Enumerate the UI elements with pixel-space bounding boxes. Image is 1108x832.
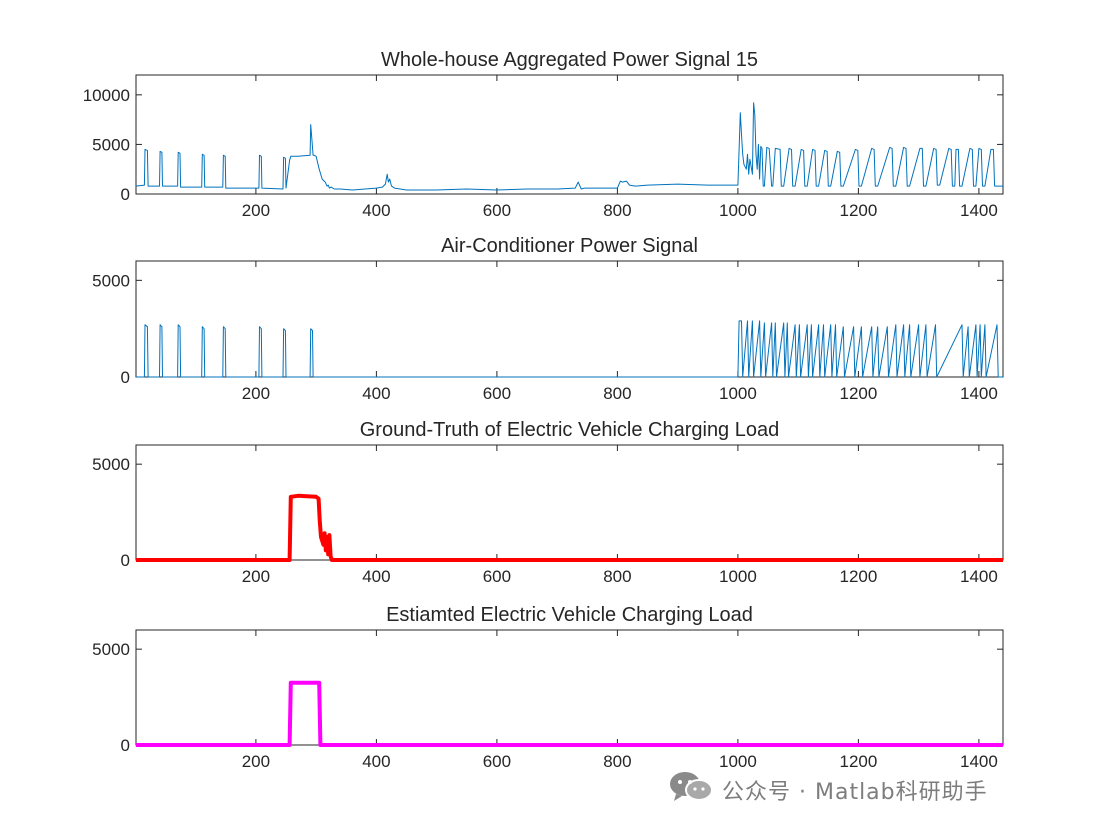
subplot-2: Air-Conditioner Power Signal 200 400 600 800… — [92, 235, 1004, 403]
x-tick-label: 200 — [242, 384, 270, 403]
y-tick-label: 5000 — [92, 135, 130, 154]
x-tick-label: 1000 — [719, 201, 757, 220]
x-tick-label: 800 — [603, 752, 631, 771]
y-tick-label: 10000 — [83, 86, 130, 105]
x-tick-label: 200 — [242, 752, 270, 771]
x-tick-label: 600 — [483, 384, 511, 403]
x-tick-label: 1200 — [839, 567, 877, 586]
y-tick-label: 0 — [121, 551, 130, 570]
x-tick-label: 1200 — [839, 201, 877, 220]
axes-box — [135, 629, 1004, 746]
y-tick-label: 0 — [121, 368, 130, 387]
y-tick-label: 5000 — [92, 455, 130, 474]
x-tick-label: 800 — [603, 567, 631, 586]
wechat-icon — [668, 770, 714, 810]
series-line — [136, 680, 1003, 747]
x-tick-label: 600 — [483, 567, 511, 586]
series-line — [136, 493, 1003, 562]
y-tick-label: 5000 — [92, 271, 130, 290]
series-line — [136, 320, 1003, 378]
x-tick-label: 200 — [242, 567, 270, 586]
x-tick-label: 1000 — [719, 752, 757, 771]
x-tick-label: 400 — [362, 384, 390, 403]
subplot-1: Whole-house Aggregated Power Signal 15 20… — [83, 49, 1004, 220]
subplot-4: Estiamted Electric Vehicle Charging Load… — [92, 604, 1004, 771]
x-tick-label: 400 — [362, 567, 390, 586]
y-tick-label: 0 — [121, 185, 130, 204]
subplot-title: Whole-house Aggregated Power Signal 15 — [381, 49, 758, 71]
watermark-text: 公众号 · Matlab科研助手 — [722, 780, 988, 805]
watermark: 公众号 · Matlab科研助手 — [668, 770, 988, 810]
axes-box — [135, 74, 1004, 195]
series-line — [135, 102, 1003, 191]
x-tick-label: 800 — [603, 201, 631, 220]
x-tick-label: 1400 — [960, 567, 998, 586]
subplot-title: Ground-Truth of Electric Vehicle Chargin… — [360, 419, 779, 441]
x-tick-label: 1400 — [960, 752, 998, 771]
x-tick-label: 400 — [362, 201, 390, 220]
x-tick-label: 400 — [362, 752, 390, 771]
x-tick-label: 600 — [483, 201, 511, 220]
y-tick-label: 0 — [121, 736, 130, 755]
x-tick-label: 1400 — [960, 201, 998, 220]
x-tick-label: 200 — [242, 201, 270, 220]
x-tick-label: 800 — [603, 384, 631, 403]
axes-box — [135, 260, 1004, 378]
subplot-3: Ground-Truth of Electric Vehicle Chargin… — [92, 419, 1004, 586]
x-tick-label: 1000 — [719, 384, 757, 403]
y-tick-label: 5000 — [92, 640, 130, 659]
x-tick-label: 600 — [483, 752, 511, 771]
x-tick-label: 1200 — [839, 752, 877, 771]
x-tick-label: 1200 — [839, 384, 877, 403]
axes-box — [135, 444, 1004, 561]
subplot-title: Estiamted Electric Vehicle Charging Load — [386, 604, 753, 626]
subplot-title: Air-Conditioner Power Signal — [441, 235, 698, 257]
x-tick-label: 1400 — [960, 384, 998, 403]
x-tick-label: 1000 — [719, 567, 757, 586]
